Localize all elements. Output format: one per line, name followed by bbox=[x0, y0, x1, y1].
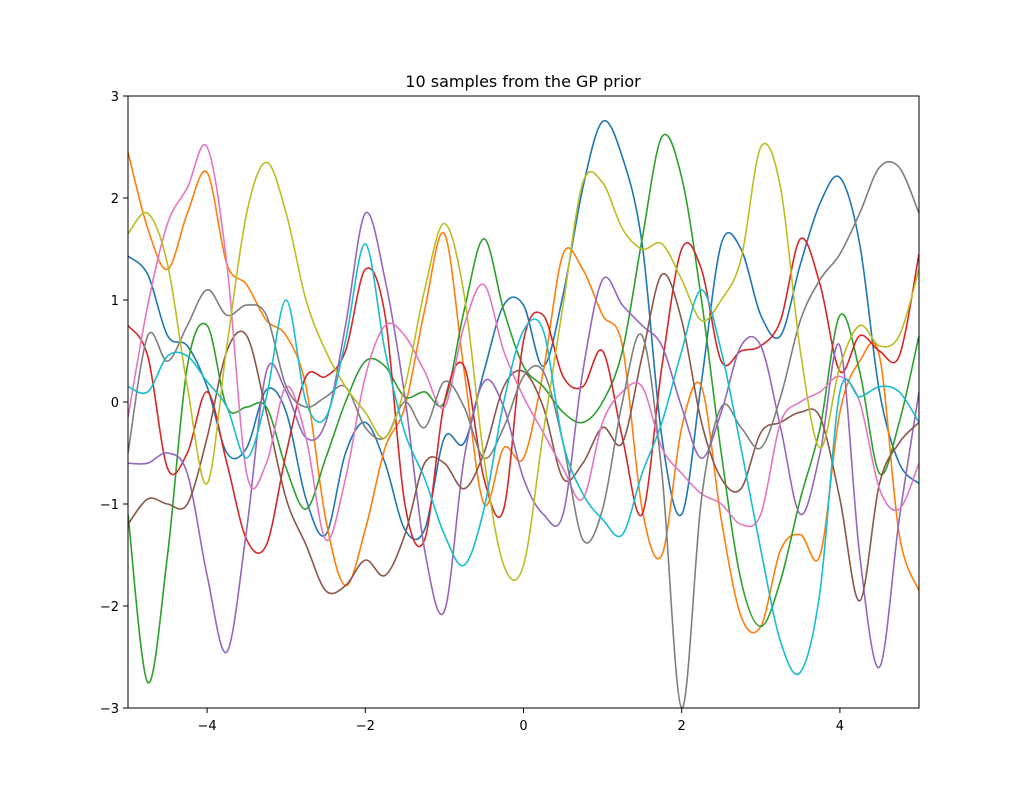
chart-title: 10 samples from the GP prior bbox=[405, 72, 641, 91]
series-line-10 bbox=[128, 243, 919, 676]
x-tick-label: −4 bbox=[198, 719, 217, 734]
y-tick-label: 0 bbox=[111, 396, 119, 411]
y-axis: −3 −2 −1 0 1 2 3 bbox=[100, 90, 128, 717]
x-axis: −4 −2 0 2 4 bbox=[198, 708, 844, 734]
series-line-8 bbox=[128, 160, 919, 708]
y-tick-label: −3 bbox=[100, 702, 119, 717]
series-line-1 bbox=[128, 119, 919, 541]
series-line-2 bbox=[128, 151, 919, 634]
x-tick-label: 0 bbox=[519, 719, 527, 734]
series-line-3 bbox=[128, 133, 919, 684]
y-tick-label: 3 bbox=[111, 90, 119, 105]
series-line-9 bbox=[128, 142, 919, 581]
series-line-6 bbox=[128, 272, 919, 602]
series-line-5 bbox=[128, 211, 919, 669]
y-tick-label: −1 bbox=[100, 498, 119, 513]
x-tick-label: 4 bbox=[836, 719, 844, 734]
x-tick-label: 2 bbox=[678, 719, 686, 734]
series-line-7 bbox=[128, 143, 919, 542]
series-layer bbox=[128, 119, 919, 708]
y-tick-label: 1 bbox=[111, 294, 119, 309]
x-tick-label: −2 bbox=[356, 719, 375, 734]
y-tick-label: −2 bbox=[100, 600, 119, 615]
y-tick-label: 2 bbox=[111, 192, 119, 207]
